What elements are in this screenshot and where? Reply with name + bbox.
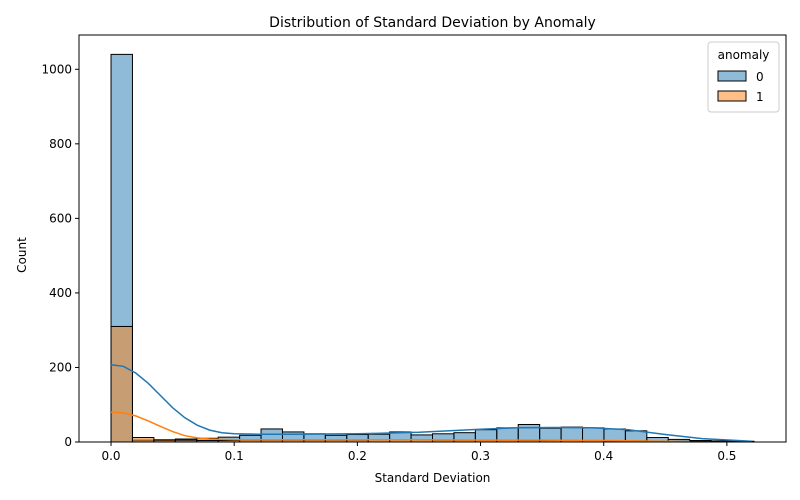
legend-swatch-1 (717, 90, 747, 102)
y-tick-label: 400 (49, 286, 72, 300)
x-axis-label: Standard Deviation (375, 471, 491, 485)
x-tick-label: 0.1 (225, 449, 244, 463)
kde-curves (110, 364, 752, 443)
x-tick-label: 0.0 (101, 449, 120, 463)
y-tick-label: 1000 (41, 62, 72, 76)
kde-line-series-0 (110, 364, 752, 443)
kde-line-series-1 (110, 411, 690, 443)
x-tick-label: 0.5 (717, 449, 736, 463)
axes (78, 34, 787, 443)
legend-title: anomaly (718, 48, 770, 62)
legend-label-1: 1 (756, 90, 764, 104)
y-axis-label: Count (15, 237, 29, 273)
legend-label-0: 0 (756, 70, 764, 84)
bar-series-1-bin-1 (131, 437, 155, 443)
legend-swatch-0 (717, 70, 747, 82)
x-tick-label: 0.3 (471, 449, 490, 463)
legend: anomaly 0 1 (707, 41, 780, 113)
x-tick-label: 0.4 (594, 449, 613, 463)
bar-series-1-bin-0 (110, 325, 133, 443)
x-tick-label: 0.2 (348, 449, 367, 463)
plot-frame (78, 34, 787, 443)
y-tick-label: 800 (49, 137, 72, 151)
chart-title: Distribution of Standard Deviation by An… (269, 15, 596, 31)
x-ticks: 0.0 0.1 0.2 0.3 0.4 0.5 (101, 442, 736, 463)
y-tick-label: 200 (49, 360, 72, 374)
y-tick-label: 0 (64, 435, 72, 449)
y-ticks: 0 200 400 600 800 1000 (41, 62, 79, 449)
y-tick-label: 600 (49, 211, 72, 225)
